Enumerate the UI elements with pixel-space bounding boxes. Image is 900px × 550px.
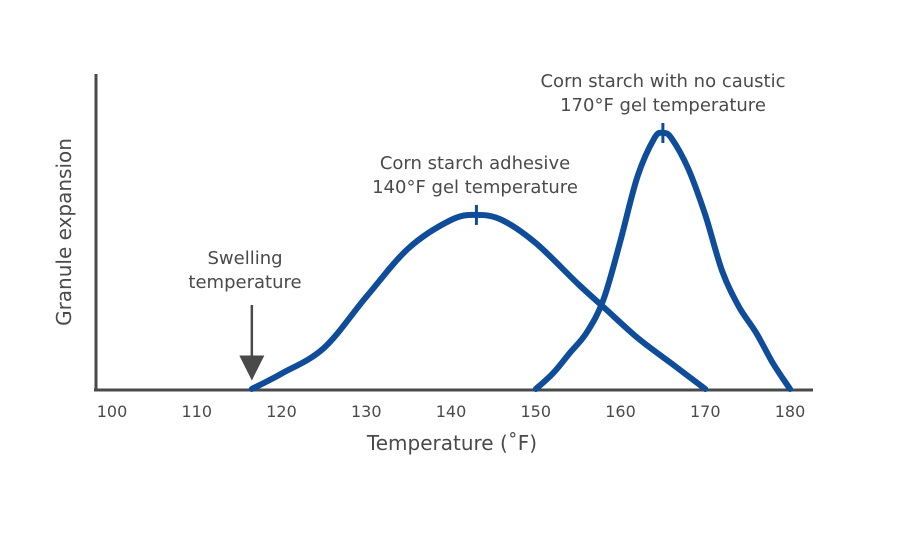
x-tick-label: 160: [605, 402, 636, 421]
x-axis-label: Temperature (˚F): [366, 431, 537, 455]
annotation-swelling-line2: temperature: [188, 272, 301, 293]
annotation-adhesive-line1: Corn starch adhesive: [380, 153, 570, 174]
x-tick-labels: 100 110 120 130 140 150 160 170 180: [97, 402, 806, 421]
x-tick-label: 180: [775, 402, 806, 421]
peak-markers: [474, 123, 665, 225]
annotation-adhesive-line2: 140°F gel temperature: [372, 177, 578, 198]
x-tick-label: 140: [436, 402, 467, 421]
y-axis-label: Granule expansion: [52, 138, 76, 326]
series-line-2: [532, 129, 793, 392]
annotation-swelling-line1: Swelling: [207, 248, 282, 269]
x-tick-label: 100: [97, 402, 128, 421]
series-line-1: [248, 211, 709, 392]
x-tick-label: 170: [690, 402, 721, 421]
x-tick-label: 110: [181, 402, 212, 421]
x-tick-label: 150: [520, 402, 551, 421]
axes: [94, 74, 813, 392]
x-tick-label: 120: [266, 402, 297, 421]
annotation-no-caustic-line2: 170°F gel temperature: [560, 95, 766, 116]
x-tick-label: 130: [351, 402, 382, 421]
annotation-no-caustic-line1: Corn starch with no caustic: [540, 71, 785, 92]
